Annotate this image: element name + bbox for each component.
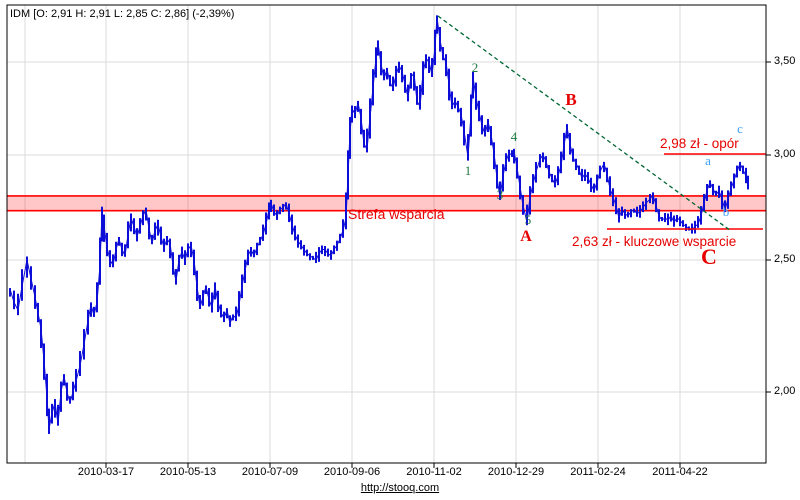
wave-label-a: a <box>705 153 711 168</box>
wave-label-b: b <box>722 204 730 219</box>
stooq-link[interactable]: http://stooq.com <box>360 482 440 494</box>
y-axis-label: 3,50 <box>774 55 796 67</box>
y-axis-label: 2,50 <box>774 253 796 265</box>
support-zone-label: Strefa wsparcia <box>348 206 445 222</box>
x-axis-label: 2010-11-02 <box>406 466 462 478</box>
resistance-label: 2,98 zł - opór <box>660 136 739 151</box>
x-axis-label: 2010-12-29 <box>487 466 545 478</box>
ohlc-header: IDM [O: 2,91 H: 2,91 L: 2,85 C: 2,86] (-… <box>10 8 235 20</box>
y-axis-label: 3,00 <box>774 148 796 160</box>
x-axis-label: 2010-09-06 <box>323 466 381 478</box>
wave-label-1: 1 <box>464 163 472 178</box>
wave-label-4: 4 <box>510 129 518 144</box>
wave-label-c: c <box>737 121 743 136</box>
wave-label-C: C <box>701 244 717 269</box>
x-axis-label: 2010-07-09 <box>241 466 299 478</box>
x-axis-label: 2011-02-24 <box>570 466 626 478</box>
key-support-label: 2,63 zł - kluczowe wsparcie <box>572 234 737 249</box>
x-axis-label: 2011-04-22 <box>652 466 708 478</box>
wave-label-2: 2 <box>471 60 479 75</box>
x-axis-label: 2010-03-17 <box>77 466 135 478</box>
y-axis-label: 2,00 <box>774 385 796 397</box>
wave-label-A: A <box>520 228 532 245</box>
wave-label-5: 5 <box>524 212 532 227</box>
wave-label-3: 3 <box>496 187 504 202</box>
wave-label-B: B <box>565 90 577 109</box>
x-axis-label: 2010-05-13 <box>159 466 217 478</box>
